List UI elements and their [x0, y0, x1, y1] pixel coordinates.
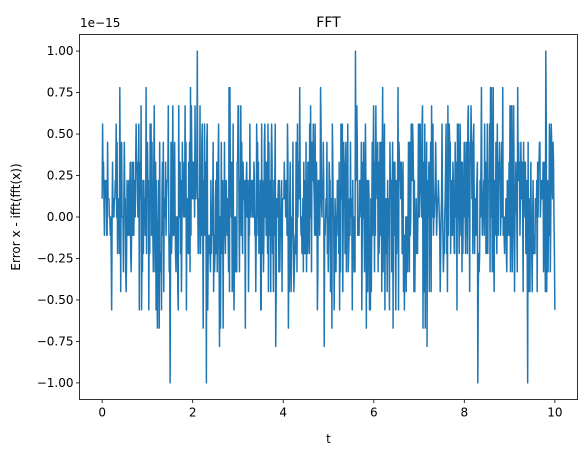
y-tick-label: 0.50	[47, 127, 74, 141]
y-tick-label: −0.50	[37, 293, 74, 307]
x-tick-label: 10	[547, 406, 562, 420]
y-tick-label: 0.75	[47, 86, 74, 100]
y-offset-text: 1e−15	[80, 16, 120, 30]
y-tick-label: 0.00	[47, 210, 74, 224]
series-line	[101, 50, 556, 384]
y-axis-label: Error x - ifft(fft(x))	[9, 163, 23, 270]
y-tick-label: 0.25	[47, 169, 74, 183]
x-axis-ticks: 0 2 4 6 8 10	[98, 399, 563, 420]
y-axis-ticks: −1.00 −0.75 −0.50 −0.25 0.00 0.25 0.50 0.75 1.00	[37, 44, 80, 390]
x-tick-label: 0	[98, 406, 106, 420]
x-tick-label: 6	[370, 406, 378, 420]
x-axis-label: t	[326, 432, 331, 446]
y-tick-label: −0.75	[37, 334, 74, 348]
y-tick-label: 1.00	[47, 44, 74, 58]
plot-frame	[79, 34, 578, 400]
series-layer	[101, 50, 556, 384]
chart-title: FFT	[316, 15, 341, 31]
x-tick-label: 4	[279, 406, 287, 420]
x-tick-label: 8	[460, 406, 468, 420]
x-tick-label: 2	[189, 406, 197, 420]
y-tick-label: −1.00	[37, 376, 74, 390]
y-tick-label: −0.25	[37, 251, 74, 265]
